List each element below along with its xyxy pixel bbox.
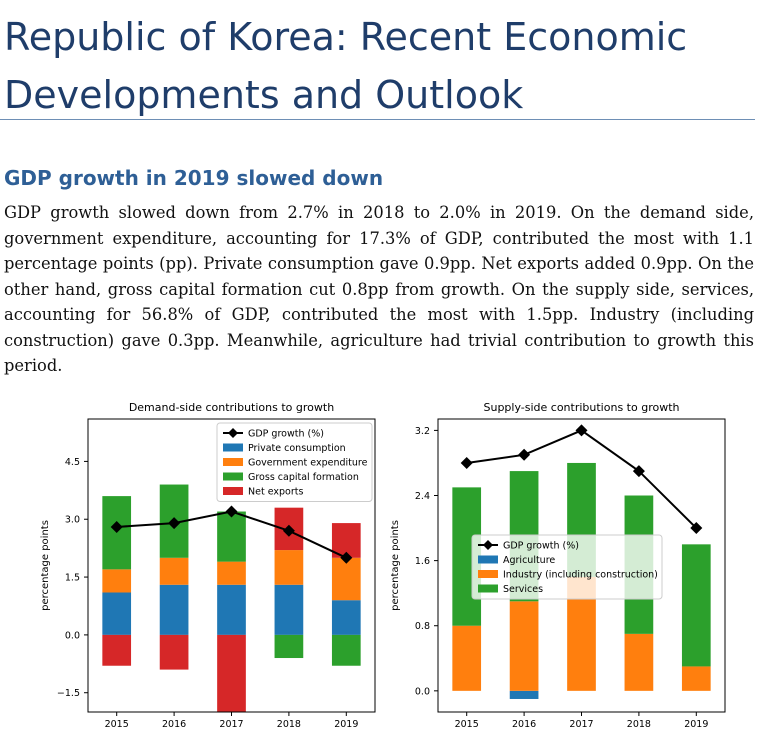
supply-legend-label-services: Services xyxy=(503,584,543,595)
demand-bar-net-exports-2017 xyxy=(217,634,246,712)
supply-y-tick-label: 0.0 xyxy=(415,686,430,697)
supply-x-tick-label: 2019 xyxy=(684,719,708,730)
demand-side-chart: Demand-side contributions to growth perce… xyxy=(40,401,376,730)
demand-chart-title: Demand-side contributions to growth xyxy=(129,401,334,414)
demand-x-tick-label: 2016 xyxy=(162,719,186,730)
demand-y-tick-label: 4.5 xyxy=(65,457,80,468)
demand-x-tick-label: 2019 xyxy=(334,719,358,730)
supply-y-tick-label: 0.8 xyxy=(415,621,430,632)
demand-y-tick-label: 3.0 xyxy=(65,515,80,526)
supply-bar-industry-including-construction-2019 xyxy=(681,666,711,691)
demand-gdp-marker-2018 xyxy=(282,524,295,537)
demand-y-tick-label: −1.5 xyxy=(57,688,80,699)
demand-bar-private-consumption-2017 xyxy=(217,584,246,635)
demand-legend-box xyxy=(216,422,373,502)
demand-x-tick-label: 2015 xyxy=(105,719,129,730)
demand-gdp-marker-2019 xyxy=(340,551,353,564)
supply-gdp-marker-2016 xyxy=(518,448,531,461)
demand-bar-net-exports-2015 xyxy=(102,634,132,666)
demand-bar-government-expenditure-2016 xyxy=(159,557,189,585)
demand-bar-gross-capital-formation-2018 xyxy=(274,634,304,659)
demand-x-tick-label: 2017 xyxy=(219,719,243,730)
demand-y-tick-label: 1.5 xyxy=(65,573,80,584)
supply-x-tick-label: 2017 xyxy=(569,719,593,730)
demand-legend-swatch-net-exports xyxy=(223,487,243,495)
demand-gdp-marker-2016 xyxy=(168,517,181,530)
demand-gdp-marker-2015 xyxy=(110,520,123,533)
demand-bar-government-expenditure-2018 xyxy=(274,550,304,585)
demand-legend-label-net-exports: Net exports xyxy=(248,487,303,498)
supply-bar-services-2019 xyxy=(681,544,711,667)
supply-side-chart: Supply-side contributions to growth perce… xyxy=(390,401,726,730)
title-rule xyxy=(0,119,755,120)
supply-gdp-marker-2018 xyxy=(632,465,645,478)
supply-legend-swatch-industry-including-construction xyxy=(478,570,498,578)
demand-legend-swatch-private-consumption xyxy=(223,443,243,452)
page-title: Republic of Korea: Recent Economic Devel… xyxy=(4,15,688,117)
supply-x-tick-label: 2015 xyxy=(455,719,479,730)
demand-x-tick-label: 2018 xyxy=(277,719,301,730)
supply-x-tick-label: 2018 xyxy=(627,719,651,730)
demand-y-axis-label: percentage points xyxy=(40,520,51,611)
supply-bar-industry-including-construction-2018 xyxy=(624,633,654,691)
demand-legend-label-gross-capital-formation: Gross capital formation xyxy=(248,472,359,483)
supply-x-tick-label: 2016 xyxy=(512,719,536,730)
supply-legend-swatch-marker xyxy=(483,540,493,550)
supply-y-axis-label: percentage points xyxy=(390,520,401,611)
demand-legend-swatch-marker xyxy=(228,428,238,438)
supply-y-tick-label: 3.2 xyxy=(415,426,430,437)
demand-bar-net-exports-2016 xyxy=(159,634,189,670)
demand-bar-private-consumption-2019 xyxy=(331,600,361,635)
demand-gdp-marker-2017 xyxy=(225,505,238,518)
demand-legend-label-private-consumption: Private consumption xyxy=(248,443,346,454)
supply-legend-label-agriculture: Agriculture xyxy=(503,555,555,566)
demand-bar-government-expenditure-2017 xyxy=(217,561,246,585)
demand-y-tick-label: 0.0 xyxy=(65,630,80,641)
demand-legend-label-government-expenditure: Government expenditure xyxy=(248,458,368,469)
supply-legend-box xyxy=(471,534,663,600)
demand-legend-swatch-government-expenditure xyxy=(223,458,243,466)
demand-bar-government-expenditure-2019 xyxy=(331,557,361,601)
supply-legend-swatch-services xyxy=(478,584,498,593)
supply-legend-label-industry-including-construction: Industry (including construction) xyxy=(503,570,658,581)
supply-bar-industry-including-construction-2016 xyxy=(509,601,539,691)
supply-chart-title: Supply-side contributions to growth xyxy=(483,401,679,414)
demand-legend-label-gdp-growth: GDP growth (%) xyxy=(248,429,324,440)
demand-legend-swatch-gross-capital-formation xyxy=(223,472,243,481)
supply-y-tick-label: 2.4 xyxy=(415,491,430,502)
supply-gdp-marker-2017 xyxy=(575,424,588,437)
demand-bar-government-expenditure-2015 xyxy=(102,569,132,593)
supply-gdp-marker-2015 xyxy=(460,456,473,469)
supply-y-tick-label: 1.6 xyxy=(415,556,430,567)
demand-bar-private-consumption-2015 xyxy=(102,592,132,635)
supply-legend-swatch-agriculture xyxy=(478,555,498,564)
supply-legend-label-gdp-growth: GDP growth (%) xyxy=(503,541,579,552)
section-title: GDP growth in 2019 slowed down xyxy=(4,166,384,190)
supply-gdp-marker-2019 xyxy=(690,522,703,535)
demand-bar-gross-capital-formation-2017 xyxy=(217,511,246,562)
demand-bar-private-consumption-2016 xyxy=(159,584,189,635)
demand-bar-gross-capital-formation-2019 xyxy=(331,634,361,666)
supply-bar-agriculture-2016 xyxy=(509,690,539,699)
demand-bar-private-consumption-2018 xyxy=(274,584,304,635)
supply-bar-industry-including-construction-2015 xyxy=(452,625,482,691)
body-paragraph: GDP growth slowed down from 2.7% in 2018… xyxy=(4,203,754,375)
